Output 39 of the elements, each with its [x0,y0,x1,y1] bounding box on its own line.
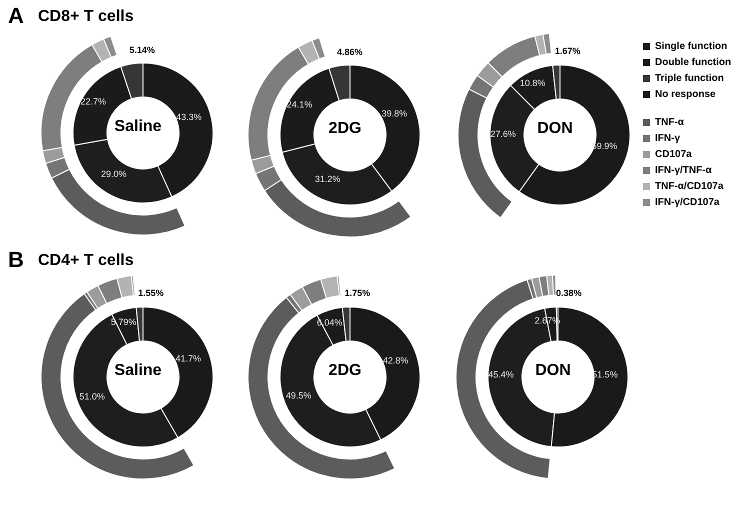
data-label: 4.86% [336,46,363,57]
legend-label: IFN-γ/CD107a [655,196,720,208]
text: Saline [113,362,163,380]
text: Saline [114,118,162,135]
data-label: 29.0% [100,169,127,180]
data-label: 43.3% [176,112,202,122]
data-label: 1.55% [138,288,164,298]
legend-label: TNF-α [655,116,684,128]
data-label: 24.1% [286,100,312,110]
text: 2DG [328,120,362,138]
data-label: 0.38% [556,288,582,298]
text: DON [535,362,571,379]
data-label: 31.2% [314,174,340,184]
text: CD8+ T cells [38,8,134,26]
legend-label: Single function [655,40,728,52]
text: A [8,3,24,28]
data-label: 45.4% [488,369,514,380]
legend-label: TNF-α/CD107a [655,180,724,192]
data-label: 1.75% [344,288,370,298]
data-label: 51.0% [79,392,105,402]
text: CD4+ T cells [38,252,134,270]
legend-label: IFN-γ/TNF-α [655,164,712,176]
legend-label: CD107a [655,148,692,160]
data-label: 1.67% [554,46,580,56]
text: B [8,247,24,272]
data-label: 49.5% [286,390,312,401]
text: DON [537,120,573,137]
data-label: 5.14% [129,45,155,56]
data-label: 42.8% [382,355,408,366]
legend-label: Double function [655,56,732,68]
data-label: 27.6% [490,129,516,140]
legend-label: Triple function [655,72,724,84]
data-label: 22.7% [80,96,106,106]
data-label: 10.8% [520,78,546,88]
legend-label: IFN-γ [655,132,680,144]
data-label: 39.8% [382,108,408,119]
text: 2DG [328,362,362,379]
data-label: 41.7% [175,354,201,364]
legend-label: No response [655,88,716,100]
